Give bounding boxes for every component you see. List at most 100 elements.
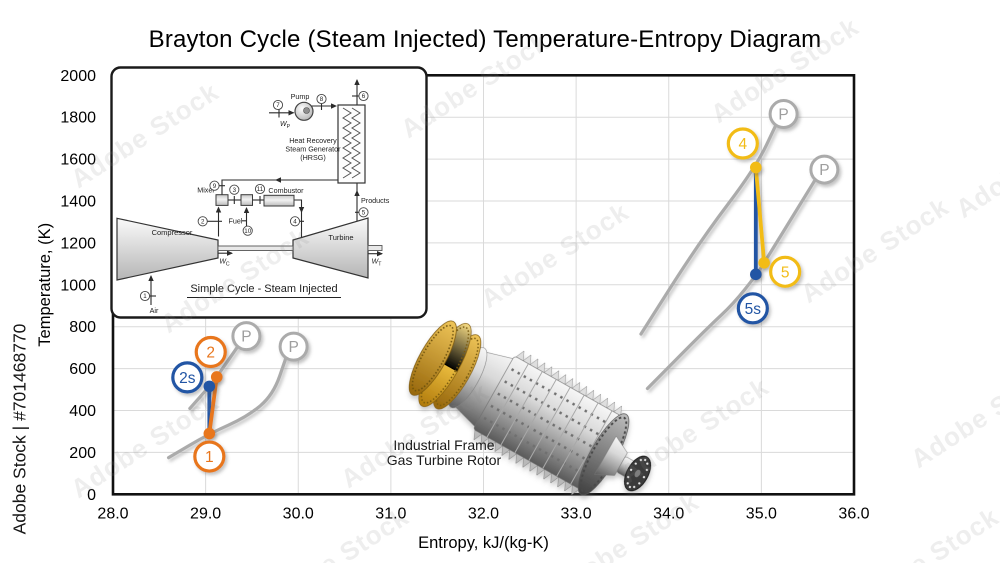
state-dot-5s [750,268,762,281]
state-label-text-5: 5 [781,264,790,281]
y-tick-label: 1600 [60,152,96,169]
x-axis-title: Entropy, kJ/(kg-K) [418,534,549,552]
x-tick-label: 36.0 [838,505,869,522]
gas-turbine-rotor-image: Industrial Frame Gas Turbine Rotor [387,320,652,496]
pressure-label-text: P [288,339,298,356]
process-lines [207,165,767,436]
state-label-text-5s: 5s [745,301,762,318]
state-label-circle-5 [769,255,802,288]
state-markers: 1 2 2s 4 5 5s [171,127,802,473]
inset-caption: Simple Cycle - Steam Injected [190,283,337,295]
output-shaft-stub [367,245,383,251]
inset-state-1: 1 [143,293,147,300]
pressure-label-circle [768,99,799,130]
coupling-flange [623,455,652,492]
state-dot-4 [750,161,762,174]
inset-state-10: 10 [244,228,251,235]
y-tick-label: 2000 [60,68,96,85]
state-label-circle-2s [171,361,204,394]
compressor-symbol [116,217,219,281]
state-label-text-1: 1 [205,449,214,466]
x-tick-label: 29.0 [190,505,221,522]
blade-stage-separators [486,363,613,485]
compressor-label: Compressor [152,228,193,237]
hrsg-label-1: Heat Recovery [289,136,337,145]
inset-state-3: 3 [233,187,237,194]
hrsg-coils [342,107,361,179]
x-tick-label: 31.0 [375,505,406,522]
air-label: Air [150,306,159,315]
turbine-label: Turbine [328,233,353,242]
state-dot-2 [210,371,223,383]
inset-state-7: 7 [276,102,280,109]
pump-label: Pump [291,92,310,101]
state-label-text-2s: 2s [179,370,196,387]
process-line-compression-actual [207,375,219,436]
inset-state-6: 6 [362,93,366,100]
state-label-circle-1 [193,440,226,473]
mixer-label: Mixer [197,186,215,195]
y-tick-label: 1800 [60,110,96,127]
blade-tips-top [515,350,622,417]
y-axis-title: Temperature, (K) [36,223,54,347]
pressure-label-circle [809,154,840,185]
combustor-box [263,194,295,207]
pump-work-label: WP [280,121,291,130]
blade-rows [483,368,614,477]
fuel-label: Fuel [229,216,243,225]
turbine-symbol [292,217,369,279]
state-label-circle-2 [194,335,227,369]
state-label-text-2: 2 [206,345,215,362]
inset-state-8: 8 [320,96,324,103]
y-tick-label: 1000 [60,277,96,294]
x-tick-label: 32.0 [468,505,499,522]
combustor-label: Combustor [268,186,304,195]
state-label-circle-5s [736,292,769,325]
inset-state-4: 4 [293,219,297,226]
x-tick-label: 28.0 [97,505,128,522]
pressure-curve-right-high-pressure [639,120,779,336]
state-label-circle-4 [726,127,759,160]
compressor-disk-gold-1 [408,320,457,396]
products-label: Products [361,196,390,205]
y-tick-label: 1200 [60,235,96,252]
pressure-label-circle [278,331,309,362]
chart-title: Brayton Cycle (Steam Injected) Temperatu… [148,26,822,53]
mixer-box [215,194,229,206]
pressure-label-text: P [819,162,829,179]
state-dot-1 [203,427,216,440]
rotor-caption-line2: Gas Turbine Rotor [387,452,502,468]
y-tick-label: 200 [69,445,96,462]
inset-state-5: 5 [362,210,366,217]
axis-labels: 28.0 29.0 30.0 31.0 32.0 33.0 34.0 35.0 36.0 0 200… [36,68,870,552]
x-tick-label: 33.0 [561,505,592,522]
process-line-expansion-actual [753,165,767,265]
compressor-work-label: WC [219,259,230,268]
pressure-label-text: P [241,329,251,346]
turbine-work-label: WT [372,259,383,268]
hrsg-label-3: (HRSG) [300,153,326,162]
state-dot-2s [203,380,216,393]
state-label-text-4: 4 [739,136,748,153]
inset-state-numbers: 1 2 3 4 5 6 7 8 9 10 11 [139,90,369,302]
pressure-label-circle [231,321,262,352]
cycle-schematic-inset: Pump WP Heat Recovery Steam Generator (H… [110,66,428,319]
y-tick-label: 1400 [60,194,96,211]
y-tick-label: 400 [69,403,96,420]
pressure-label-text: P [778,106,788,123]
watermark-side-text: Adobe Stock | #701468770 [9,323,30,535]
hrsg-heat-exchanger [337,104,366,184]
inset-state-2: 2 [201,219,205,226]
inset-state-9: 9 [213,183,217,190]
shaft [217,245,294,251]
y-tick-label: 800 [69,319,96,336]
state-dot-5 [758,257,770,269]
x-tick-label: 35.0 [746,505,777,522]
y-tick-label: 600 [69,361,96,378]
pump-impeller [303,107,310,114]
inset-state-11: 11 [257,186,264,193]
blade-tips-bottom [473,429,580,496]
injector-box [240,194,253,206]
y-tick-label: 0 [87,487,96,504]
